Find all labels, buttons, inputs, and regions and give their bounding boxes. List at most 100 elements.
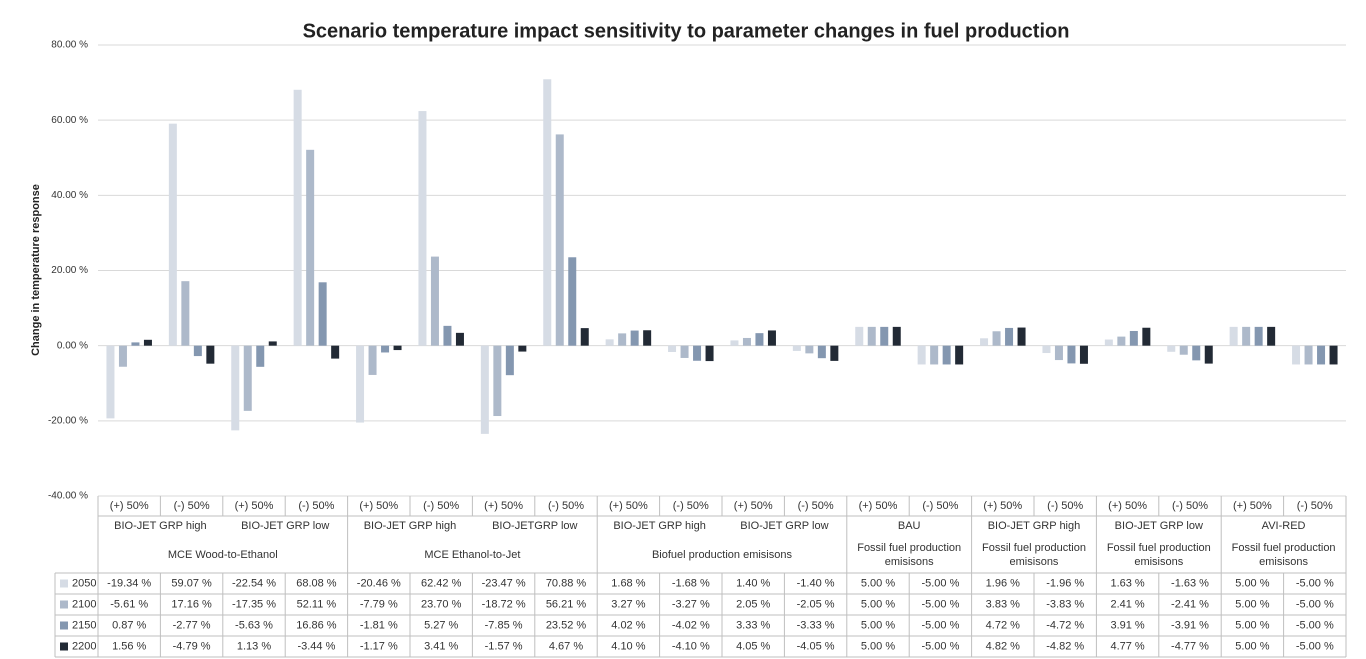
bar xyxy=(1079,345,1088,364)
table-value: -7.85 % xyxy=(485,619,523,631)
bar xyxy=(318,282,327,346)
group-label-box: MCE Wood-to-Ethanol xyxy=(168,549,278,561)
bar xyxy=(1142,327,1151,346)
subgroup-label: BIO-JET GRP low xyxy=(241,520,330,532)
bar xyxy=(1117,336,1126,346)
table-value: 4.82 % xyxy=(986,640,1020,652)
legend-swatch xyxy=(60,621,68,630)
bar xyxy=(580,328,589,346)
table-value: -5.00 % xyxy=(921,640,959,652)
table-value: -2.41 % xyxy=(1171,598,1209,610)
subgroup-label-box: AVI-RED xyxy=(1261,520,1306,532)
bar xyxy=(543,79,552,346)
table-value: 1.68 % xyxy=(611,577,645,589)
table-value: -4.82 % xyxy=(1046,640,1084,652)
table-value: 68.08 % xyxy=(296,577,337,589)
bar xyxy=(1229,326,1238,346)
category-label: (-) 50% xyxy=(922,500,958,512)
category-label: (-) 50% xyxy=(298,500,334,512)
bar xyxy=(1054,345,1063,361)
subgroup-label: AVI-RED xyxy=(1261,520,1306,532)
group-label: Fossil fuel production emisisons xyxy=(1231,541,1336,568)
table-value: -4.05 % xyxy=(797,640,835,652)
category-label: (+) 50% xyxy=(484,500,523,512)
category-label: (+) 50% xyxy=(983,500,1022,512)
category-label: (-) 50% xyxy=(548,500,584,512)
group-label-box: Fossil fuel production emisisons xyxy=(1106,541,1211,568)
table-value: 52.11 % xyxy=(297,598,337,610)
bar xyxy=(930,345,939,365)
bar xyxy=(505,345,514,376)
bar xyxy=(805,345,814,354)
category-label: (+) 50% xyxy=(235,500,274,512)
group-label-box: Fossil fuel production emisisons xyxy=(857,542,961,568)
bar xyxy=(493,345,502,417)
group-label: Fossil fuel production emisisons xyxy=(982,541,1086,568)
table-value: 2.05 % xyxy=(736,598,770,610)
table-value: -5.00 % xyxy=(1296,598,1334,610)
table-value: 0.87 % xyxy=(112,619,146,631)
bar xyxy=(618,333,627,346)
subgroup-label: BIO-JET GRP high xyxy=(363,520,457,532)
bar xyxy=(955,345,964,365)
legend-label: 2200 xyxy=(72,640,96,652)
group-label-box: Fossil fuel production emisisons xyxy=(982,541,1086,568)
subgroup-label-box: BIO-JET GRP low xyxy=(740,520,828,532)
category-label: (+) 50% xyxy=(1108,500,1147,512)
table-value: -4.79 % xyxy=(173,640,211,652)
bar xyxy=(181,281,190,346)
table-value: 5.00 % xyxy=(861,619,895,631)
group-label-box: Biofuel production emisisons xyxy=(651,548,792,561)
table-value: 23.70 % xyxy=(421,598,462,610)
bar xyxy=(1204,345,1213,364)
table-value: 4.05 % xyxy=(736,640,770,652)
legend-swatch xyxy=(60,600,68,609)
legend-label: 2050 xyxy=(72,577,96,589)
bar xyxy=(917,345,926,365)
subgroup-label-box: BAU xyxy=(897,520,921,532)
category-label: (-) 50% xyxy=(798,500,834,512)
table-value: 3.27 % xyxy=(611,598,645,610)
table-value: -3.83 % xyxy=(1046,598,1084,610)
bar xyxy=(680,345,689,358)
subgroup-label-box: BIO-JET GRP high xyxy=(988,520,1081,532)
bar xyxy=(1254,326,1263,346)
bar xyxy=(992,331,1001,346)
bar xyxy=(1067,345,1076,364)
bar xyxy=(1292,345,1301,365)
y-tick-label: -40.00 % xyxy=(48,491,88,502)
bar xyxy=(418,111,427,346)
subgroup-label: BIO-JETGRP low xyxy=(492,520,578,532)
table-value: 1.13 % xyxy=(237,640,271,652)
group-label: Biofuel production emisisons xyxy=(651,548,792,561)
table-value: 62.42 % xyxy=(421,577,462,589)
table-value: -2.05 % xyxy=(797,598,835,610)
table-value: -5.00 % xyxy=(921,577,959,589)
table-value: 5.27 % xyxy=(424,619,458,631)
table-value: -5.00 % xyxy=(921,619,959,631)
category-label: (+) 50% xyxy=(609,500,648,512)
bar xyxy=(942,345,951,365)
subgroup-label: BAU xyxy=(897,520,921,532)
bar xyxy=(293,89,302,346)
bar xyxy=(455,332,464,346)
table-value: 4.72 % xyxy=(986,619,1020,631)
table-value: -7.79 % xyxy=(360,598,398,610)
bar xyxy=(668,345,677,352)
group-label: Fossil fuel production emisisons xyxy=(1106,541,1211,568)
table-value: -19.34 % xyxy=(107,577,151,589)
category-label: (+) 50% xyxy=(859,500,898,512)
table-value: 1.40 % xyxy=(736,577,770,589)
y-axis-title: Change in temperature response xyxy=(30,184,42,356)
bar xyxy=(1304,345,1313,365)
legend-swatch xyxy=(60,579,68,588)
bar xyxy=(867,326,876,346)
bar xyxy=(443,325,452,346)
category-label: (+) 50% xyxy=(734,500,773,512)
bar xyxy=(193,345,202,357)
table-value: -1.57 % xyxy=(485,640,523,652)
table-value: -5.00 % xyxy=(1296,640,1334,652)
subgroup-label-box: BIO-JET GRP low xyxy=(1115,520,1203,532)
subgroup-label-box: BIO-JET GRP high xyxy=(613,520,706,532)
table-value: 3.33 % xyxy=(736,619,770,631)
